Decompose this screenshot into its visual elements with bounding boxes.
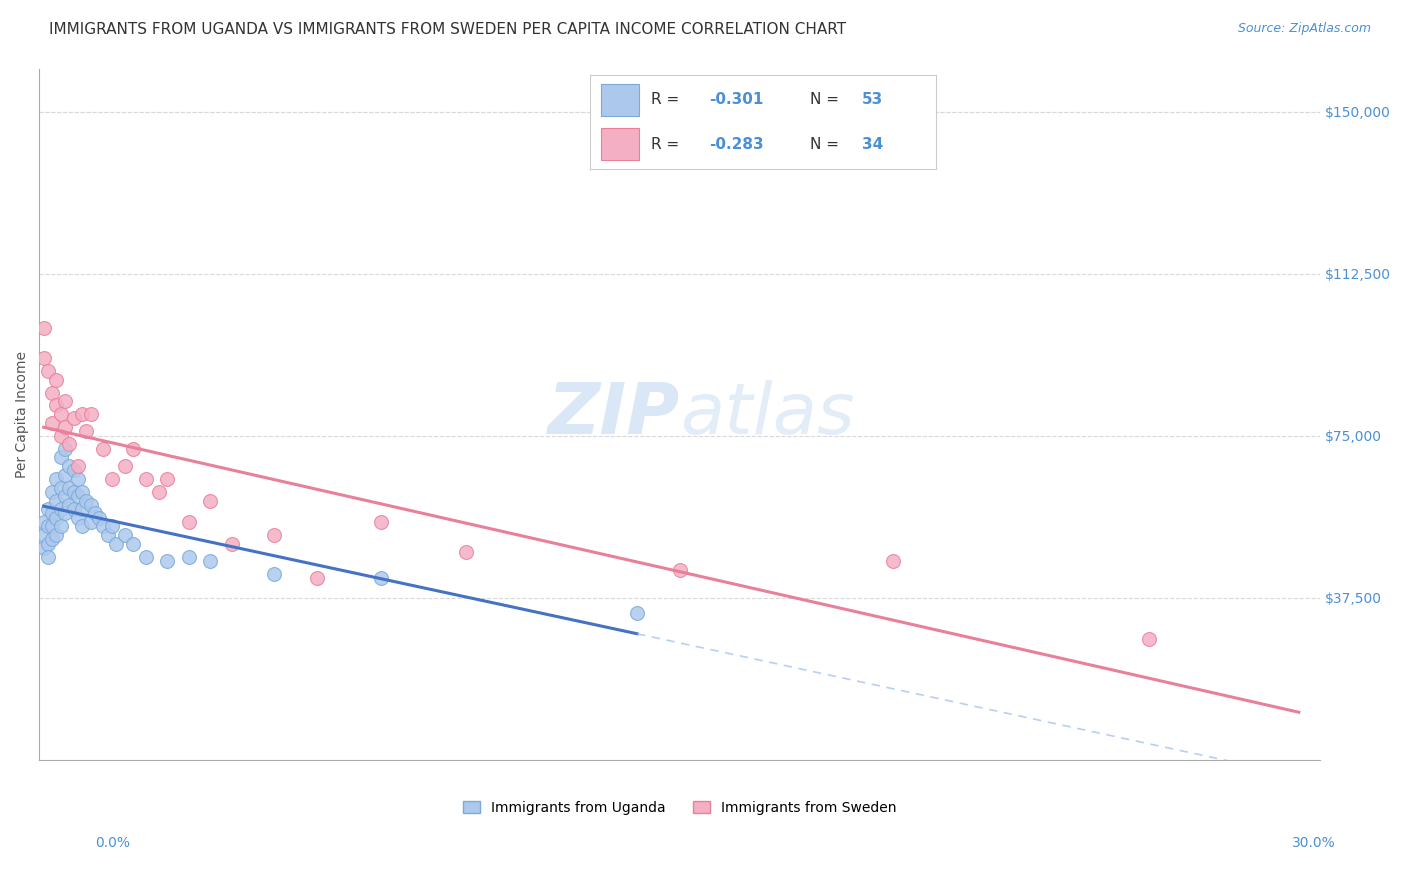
Point [49, 407, 72, 421]
Point [32, 320, 55, 334]
Point [79, 407, 101, 421]
Point [37, 519, 59, 533]
Point [62, 484, 84, 499]
Point [66, 510, 89, 524]
Point [177, 549, 200, 564]
Point [97, 528, 120, 542]
Point [456, 545, 478, 559]
Point [45, 528, 67, 542]
Point [148, 484, 170, 499]
Point [156, 472, 179, 486]
Point [62, 411, 84, 425]
Text: 30.0%: 30.0% [1292, 836, 1336, 850]
Point [53, 420, 76, 434]
Point [53, 442, 76, 456]
Text: IMMIGRANTS FROM UGANDA VS IMMIGRANTS FROM SWEDEN PER CAPITA INCOME CORRELATION C: IMMIGRANTS FROM UGANDA VS IMMIGRANTS FRO… [49, 22, 846, 37]
Point [49, 502, 72, 516]
Point [49, 481, 72, 495]
Point [49, 519, 72, 533]
Legend: Immigrants from Uganda, Immigrants from Sweden: Immigrants from Uganda, Immigrants from … [463, 801, 897, 815]
Point [53, 507, 76, 521]
Point [58, 458, 80, 473]
Point [84, 507, 107, 521]
Point [70, 407, 93, 421]
Y-axis label: Per Capita Income: Per Capita Income [15, 351, 30, 477]
Point [75, 425, 97, 439]
Point [75, 493, 97, 508]
Point [156, 554, 179, 568]
Point [305, 571, 328, 585]
Point [263, 566, 285, 581]
Point [66, 489, 89, 503]
Point [49, 428, 72, 442]
Point [882, 554, 904, 568]
Point [70, 484, 93, 499]
Point [114, 458, 136, 473]
Point [70, 502, 93, 516]
Point [198, 554, 221, 568]
Point [135, 472, 157, 486]
Point [37, 549, 59, 564]
Point [221, 537, 243, 551]
Point [53, 467, 76, 482]
Point [37, 364, 59, 378]
Point [53, 489, 76, 503]
Point [37, 537, 59, 551]
Point [32, 351, 55, 365]
Point [62, 463, 84, 477]
Point [66, 472, 89, 486]
Point [101, 519, 124, 533]
Point [62, 502, 84, 516]
Point [626, 606, 648, 620]
Point [370, 515, 392, 529]
Point [58, 498, 80, 512]
Point [32, 515, 55, 529]
Point [1137, 632, 1160, 646]
Point [58, 481, 80, 495]
Point [93, 442, 115, 456]
Point [41, 519, 63, 533]
Point [41, 507, 63, 521]
Point [70, 519, 93, 533]
Text: atlas: atlas [679, 380, 855, 449]
Point [122, 442, 145, 456]
Point [122, 537, 145, 551]
Point [41, 385, 63, 400]
Point [32, 528, 55, 542]
Point [79, 498, 101, 512]
Point [79, 515, 101, 529]
Point [114, 528, 136, 542]
Point [45, 510, 67, 524]
Point [32, 541, 55, 555]
Point [37, 502, 59, 516]
Point [45, 493, 67, 508]
Point [135, 549, 157, 564]
Point [668, 563, 690, 577]
Point [41, 484, 63, 499]
Point [45, 472, 67, 486]
Text: Source: ZipAtlas.com: Source: ZipAtlas.com [1237, 22, 1371, 36]
Point [53, 394, 76, 409]
Point [177, 515, 200, 529]
Point [263, 528, 285, 542]
Point [89, 510, 111, 524]
Point [41, 533, 63, 547]
Point [101, 472, 124, 486]
Point [49, 450, 72, 465]
Point [93, 519, 115, 533]
Point [58, 437, 80, 451]
Text: 0.0%: 0.0% [96, 836, 131, 850]
Point [198, 493, 221, 508]
Point [41, 416, 63, 430]
Point [370, 571, 392, 585]
Text: ZIP: ZIP [547, 380, 679, 449]
Point [105, 537, 128, 551]
Point [45, 372, 67, 386]
Point [66, 458, 89, 473]
Point [45, 399, 67, 413]
